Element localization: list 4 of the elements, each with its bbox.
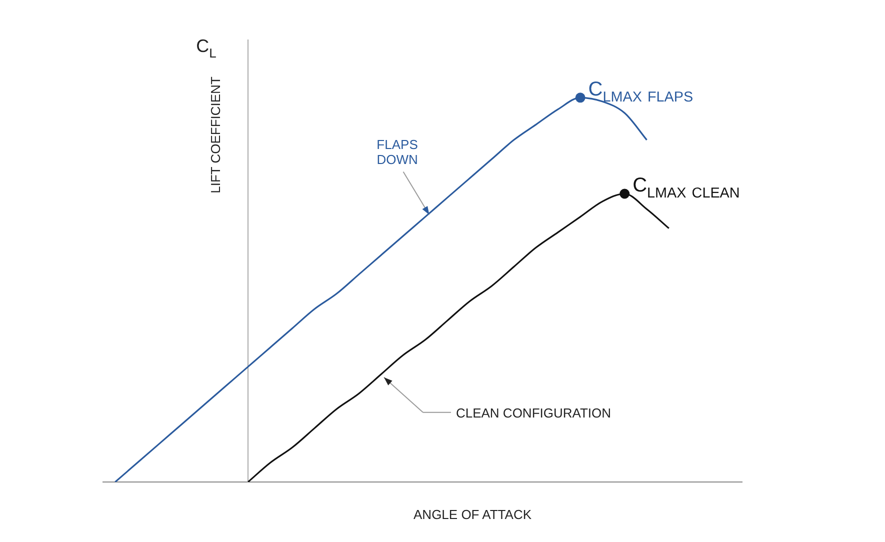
text: CLEAN CONFIGURATION	[456, 405, 612, 420]
x-axis-title: ANGLE OF ATTACK	[414, 507, 532, 522]
y-axis-title: LIFT COEFFICIENT	[208, 76, 224, 194]
text: FLAPS DOWN	[376, 136, 418, 167]
